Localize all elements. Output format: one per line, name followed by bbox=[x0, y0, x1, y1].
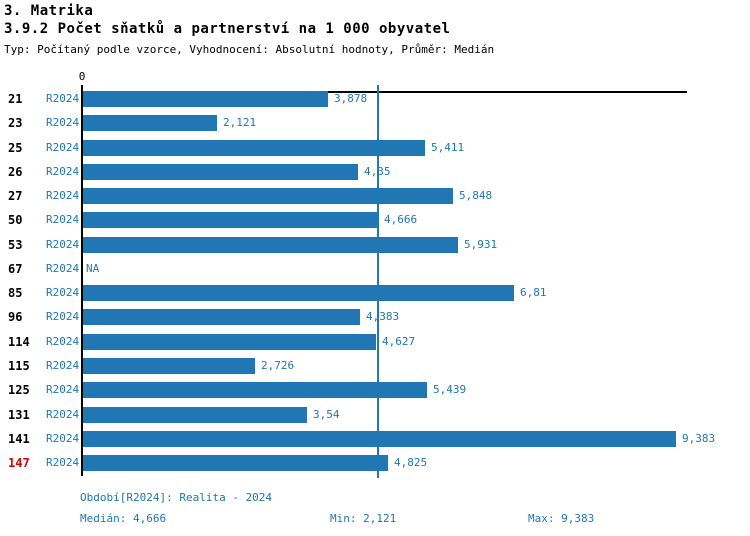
row-series-label: R2024 bbox=[46, 189, 80, 202]
x-axis-line bbox=[82, 91, 687, 93]
bar-value-label: 5,931 bbox=[464, 238, 498, 251]
bar bbox=[83, 140, 425, 156]
row-series-label: R2024 bbox=[46, 432, 80, 445]
bar-value-label: 5,411 bbox=[431, 141, 465, 154]
bar bbox=[83, 115, 217, 131]
row-category-label: 96 bbox=[8, 310, 23, 324]
bar-row: 131 R2024 3,54 bbox=[0, 407, 750, 423]
row-series-label: R2024 bbox=[46, 383, 80, 396]
median-line bbox=[377, 85, 379, 478]
row-category-label: 141 bbox=[8, 432, 30, 446]
row-series-label: R2024 bbox=[46, 456, 80, 469]
row-series-label: R2024 bbox=[46, 92, 80, 105]
row-series-label: R2024 bbox=[46, 408, 80, 421]
chart-settings-line: Typ: Počítaný podle vzorce, Vyhodnocení:… bbox=[4, 43, 495, 56]
bar-row: 96 R2024 4,383 bbox=[0, 309, 750, 325]
row-category-label: 114 bbox=[8, 335, 30, 349]
bar bbox=[83, 382, 427, 398]
bar-value-label: 5,848 bbox=[459, 189, 493, 202]
bar bbox=[83, 358, 255, 374]
row-series-label: R2024 bbox=[46, 213, 80, 226]
row-series-label: R2024 bbox=[46, 116, 80, 129]
bar bbox=[83, 164, 358, 180]
footer-median-label: Medián: 4,666 bbox=[80, 512, 167, 525]
bar-row: 23 R2024 2,121 bbox=[0, 115, 750, 131]
bar-row: 53 R2024 5,931 bbox=[0, 237, 750, 253]
bar-value-label: 2,121 bbox=[223, 116, 257, 129]
bar bbox=[83, 431, 676, 447]
row-category-label: 125 bbox=[8, 383, 30, 397]
row-category-label: 131 bbox=[8, 408, 30, 422]
row-series-label: R2024 bbox=[46, 165, 80, 178]
bar-row: 21 R2024 3,878 bbox=[0, 91, 750, 107]
bar-row: 114 R2024 4,627 bbox=[0, 334, 750, 350]
row-series-label: R2024 bbox=[46, 238, 80, 251]
bar-row: 50 R2024 4,666 bbox=[0, 212, 750, 228]
y-axis-line bbox=[81, 85, 83, 476]
bar-row: 141 R2024 9,383 bbox=[0, 431, 750, 447]
bar-row: 115 R2024 2,726 bbox=[0, 358, 750, 374]
footer-period-label: Období[R2024]: Realita - 2024 bbox=[80, 491, 273, 504]
row-category-label: 147 bbox=[8, 456, 30, 470]
indicator-title: 3.9.2 Počet sňatků a partnerství na 1 00… bbox=[4, 21, 451, 37]
row-category-label: 21 bbox=[8, 92, 23, 106]
bar-value-label: 4,627 bbox=[382, 335, 416, 348]
bar-row: 25 R2024 5,411 bbox=[0, 140, 750, 156]
row-category-label: 25 bbox=[8, 141, 23, 155]
row-series-label: R2024 bbox=[46, 310, 80, 323]
bar-value-label: 4,383 bbox=[366, 310, 400, 323]
bar bbox=[83, 407, 307, 423]
bar bbox=[83, 309, 360, 325]
bar bbox=[83, 285, 514, 301]
row-category-label: 50 bbox=[8, 213, 23, 227]
row-category-label: 85 bbox=[8, 286, 23, 300]
bar-value-label: 4,35 bbox=[364, 165, 391, 178]
bar-row: 85 R2024 6,81 bbox=[0, 285, 750, 301]
bar-row: 67 R2024 NA bbox=[0, 261, 750, 277]
bar-value-label: 9,383 bbox=[682, 432, 716, 445]
bar-row: 26 R2024 4,35 bbox=[0, 164, 750, 180]
row-category-label: 67 bbox=[8, 262, 23, 276]
report-section-title: 3. Matrika bbox=[4, 3, 94, 19]
bar-value-label: 4,666 bbox=[384, 213, 418, 226]
bar-value-label: NA bbox=[86, 262, 100, 275]
bar-value-label: 6,81 bbox=[520, 286, 547, 299]
bar bbox=[83, 237, 458, 253]
bar-value-label: 4,825 bbox=[394, 456, 428, 469]
bar bbox=[83, 212, 378, 228]
row-series-label: R2024 bbox=[46, 359, 80, 372]
row-series-label: R2024 bbox=[46, 335, 80, 348]
x-axis-zero-label: 0 bbox=[78, 70, 86, 83]
bar-value-label: 2,726 bbox=[261, 359, 295, 372]
row-category-label: 53 bbox=[8, 238, 23, 252]
bar-value-label: 3,54 bbox=[313, 408, 340, 421]
row-category-label: 23 bbox=[8, 116, 23, 130]
bar bbox=[83, 334, 376, 350]
bar-row: 125 R2024 5,439 bbox=[0, 382, 750, 398]
bar-row: 27 R2024 5,848 bbox=[0, 188, 750, 204]
bar bbox=[83, 91, 328, 107]
row-category-label: 115 bbox=[8, 359, 30, 373]
bar bbox=[83, 188, 453, 204]
row-series-label: R2024 bbox=[46, 141, 80, 154]
bar-row: 147 R2024 4,825 bbox=[0, 455, 750, 471]
row-category-label: 27 bbox=[8, 189, 23, 203]
bar-value-label: 5,439 bbox=[433, 383, 467, 396]
row-series-label: R2024 bbox=[46, 262, 80, 275]
footer-min-label: Min: 2,121 bbox=[330, 512, 397, 525]
footer-max-label: Max: 9,383 bbox=[528, 512, 595, 525]
row-series-label: R2024 bbox=[46, 286, 80, 299]
bar bbox=[83, 455, 388, 471]
row-category-label: 26 bbox=[8, 165, 23, 179]
bar-value-label: 3,878 bbox=[334, 92, 368, 105]
